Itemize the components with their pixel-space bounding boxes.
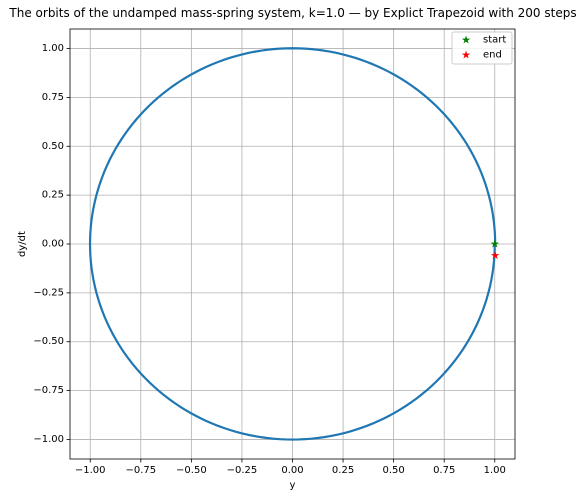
chart-title: The orbits of the undamped mass-spring s… [8,6,576,20]
y-tick-label: 1.00 [42,43,64,54]
y-tick-label: −0.25 [33,287,64,298]
y-tick-label: 0.25 [42,190,64,201]
x-tick-label: −0.75 [125,465,156,476]
y-tick-label: 0.75 [42,92,64,103]
y-axis-label: dy/dt [17,231,28,257]
marker-group: ★★ [490,238,500,263]
y-ticks: −1.00 −0.75 −0.50 −0.25 0.00 0.25 0.50 0.75 1.00 [33,43,70,445]
x-tick-label: −0.25 [227,465,258,476]
orbit-group [88,47,497,441]
y-tick-label: 0.50 [42,141,64,152]
end-marker: ★ [490,249,500,262]
y-tick-label: −0.75 [33,385,64,396]
legend-box [451,31,513,65]
y-tick-label: −1.00 [33,434,64,445]
x-tick-label: 0.75 [433,465,455,476]
legend-end-label: end [483,50,502,61]
x-tick-label: 0.50 [383,465,405,476]
y-tick-label: −0.50 [33,336,64,347]
grid-group [70,29,515,459]
x-tick-label: 0.25 [332,465,354,476]
x-axis-label: y [290,480,296,491]
x-tick-label: 1.00 [484,465,506,476]
orbit-line [88,47,497,441]
start-marker: ★ [490,238,500,251]
y-tick-label: 0.00 [42,239,64,250]
legend-start-label: start [483,35,506,46]
legend-end-marker: ★ [461,49,471,62]
legend: ★ start ★ end [451,31,513,65]
x-tick-label: −0.50 [176,465,207,476]
x-ticks: −1.00 −0.75 −0.50 −0.25 0.00 0.25 0.50 0.75 1.00 [75,459,506,476]
legend-start-marker: ★ [461,34,471,47]
x-tick-label: 0.00 [281,465,303,476]
x-tick-label: −1.00 [75,465,106,476]
